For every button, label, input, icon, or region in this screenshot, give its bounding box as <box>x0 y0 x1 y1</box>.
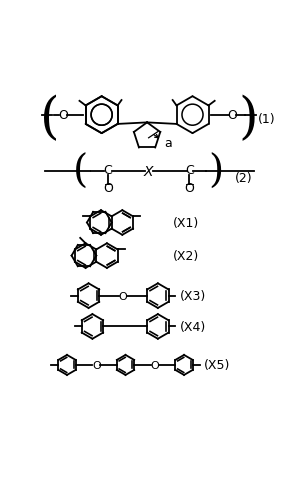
Text: O: O <box>150 360 159 370</box>
Text: (X1): (X1) <box>173 216 200 229</box>
Text: ): ) <box>208 153 223 190</box>
Text: (X5): (X5) <box>204 359 230 372</box>
Text: C: C <box>103 163 112 176</box>
Text: (X4): (X4) <box>179 320 206 333</box>
Text: O: O <box>92 360 101 370</box>
Text: a: a <box>164 137 172 150</box>
Text: O: O <box>119 291 127 301</box>
Text: (X2): (X2) <box>173 249 200 263</box>
Text: O: O <box>228 109 237 122</box>
Text: X: X <box>144 164 153 178</box>
Text: (X3): (X3) <box>179 290 206 303</box>
Text: (: ( <box>73 153 88 190</box>
Text: O: O <box>185 182 194 195</box>
Text: O: O <box>58 109 68 122</box>
Text: C: C <box>185 163 194 176</box>
Text: (2): (2) <box>235 171 252 184</box>
Text: (: ( <box>40 95 60 144</box>
Text: (1): (1) <box>258 113 276 126</box>
Text: O: O <box>103 182 113 195</box>
Text: ): ) <box>239 95 259 144</box>
